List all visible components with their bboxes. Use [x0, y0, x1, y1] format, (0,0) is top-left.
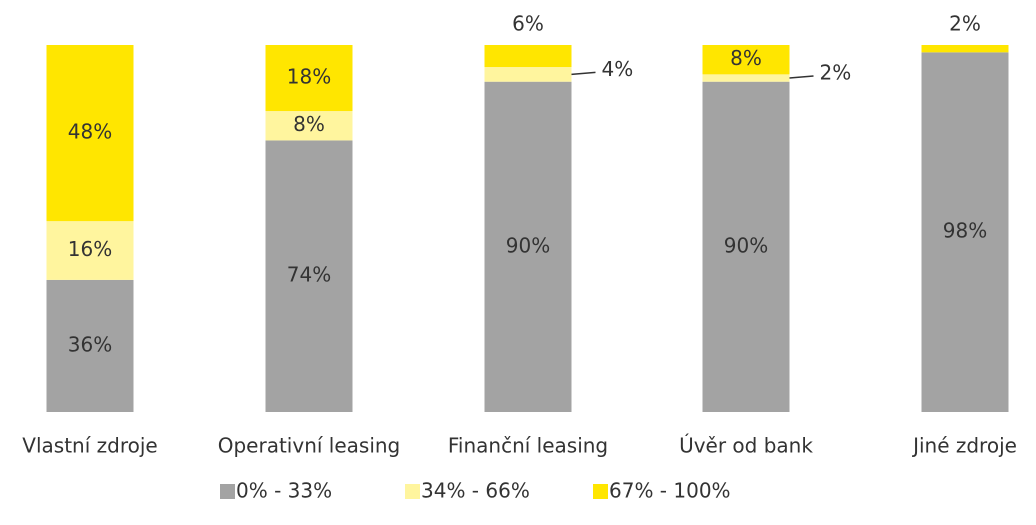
bar-segment	[702, 45, 790, 75]
category-label: Vlastní zdroje	[22, 434, 157, 458]
bar-segment	[46, 221, 134, 280]
value-label: 8%	[730, 46, 762, 70]
legend-swatch	[593, 484, 608, 499]
bar-segment	[702, 81, 790, 412]
value-label: 36%	[68, 332, 112, 356]
category-label: Operativní leasing	[218, 434, 401, 458]
value-label: 16%	[68, 237, 112, 261]
value-label: 2%	[949, 12, 981, 36]
bar-segment	[265, 111, 353, 141]
legend-label: 0% - 33%	[236, 479, 332, 503]
value-label: 98%	[943, 219, 987, 243]
value-label: 90%	[506, 233, 550, 257]
bar-segment	[46, 45, 134, 222]
value-label: 90%	[724, 233, 768, 257]
value-label: 18%	[287, 65, 331, 89]
bar-segment	[921, 45, 1009, 53]
value-label: 4%	[602, 57, 634, 81]
bar-segment	[265, 45, 353, 112]
legend-label: 67% - 100%	[609, 479, 731, 503]
value-label: 48%	[68, 120, 112, 144]
bar-segment	[702, 74, 790, 82]
value-label: 8%	[293, 112, 325, 136]
value-label: 6%	[512, 12, 544, 36]
bar-segment	[921, 52, 1009, 413]
value-label: 74%	[287, 263, 331, 287]
legend-swatch	[220, 484, 235, 499]
bar-segment	[484, 45, 572, 68]
bar-segment	[484, 67, 572, 82]
category-label: Finanční leasing	[448, 434, 608, 458]
bar-segment	[484, 81, 572, 412]
value-label: 2%	[820, 61, 852, 85]
bar-segment	[265, 140, 353, 413]
legend-swatch	[405, 484, 420, 499]
leader-line	[789, 75, 814, 79]
legend-label: 34% - 66%	[421, 479, 530, 503]
bar-segment	[46, 279, 134, 412]
category-label: Jiné zdroje	[911, 434, 1017, 458]
leader-line	[571, 71, 596, 76]
category-label: Úvěr od bank	[679, 434, 813, 458]
